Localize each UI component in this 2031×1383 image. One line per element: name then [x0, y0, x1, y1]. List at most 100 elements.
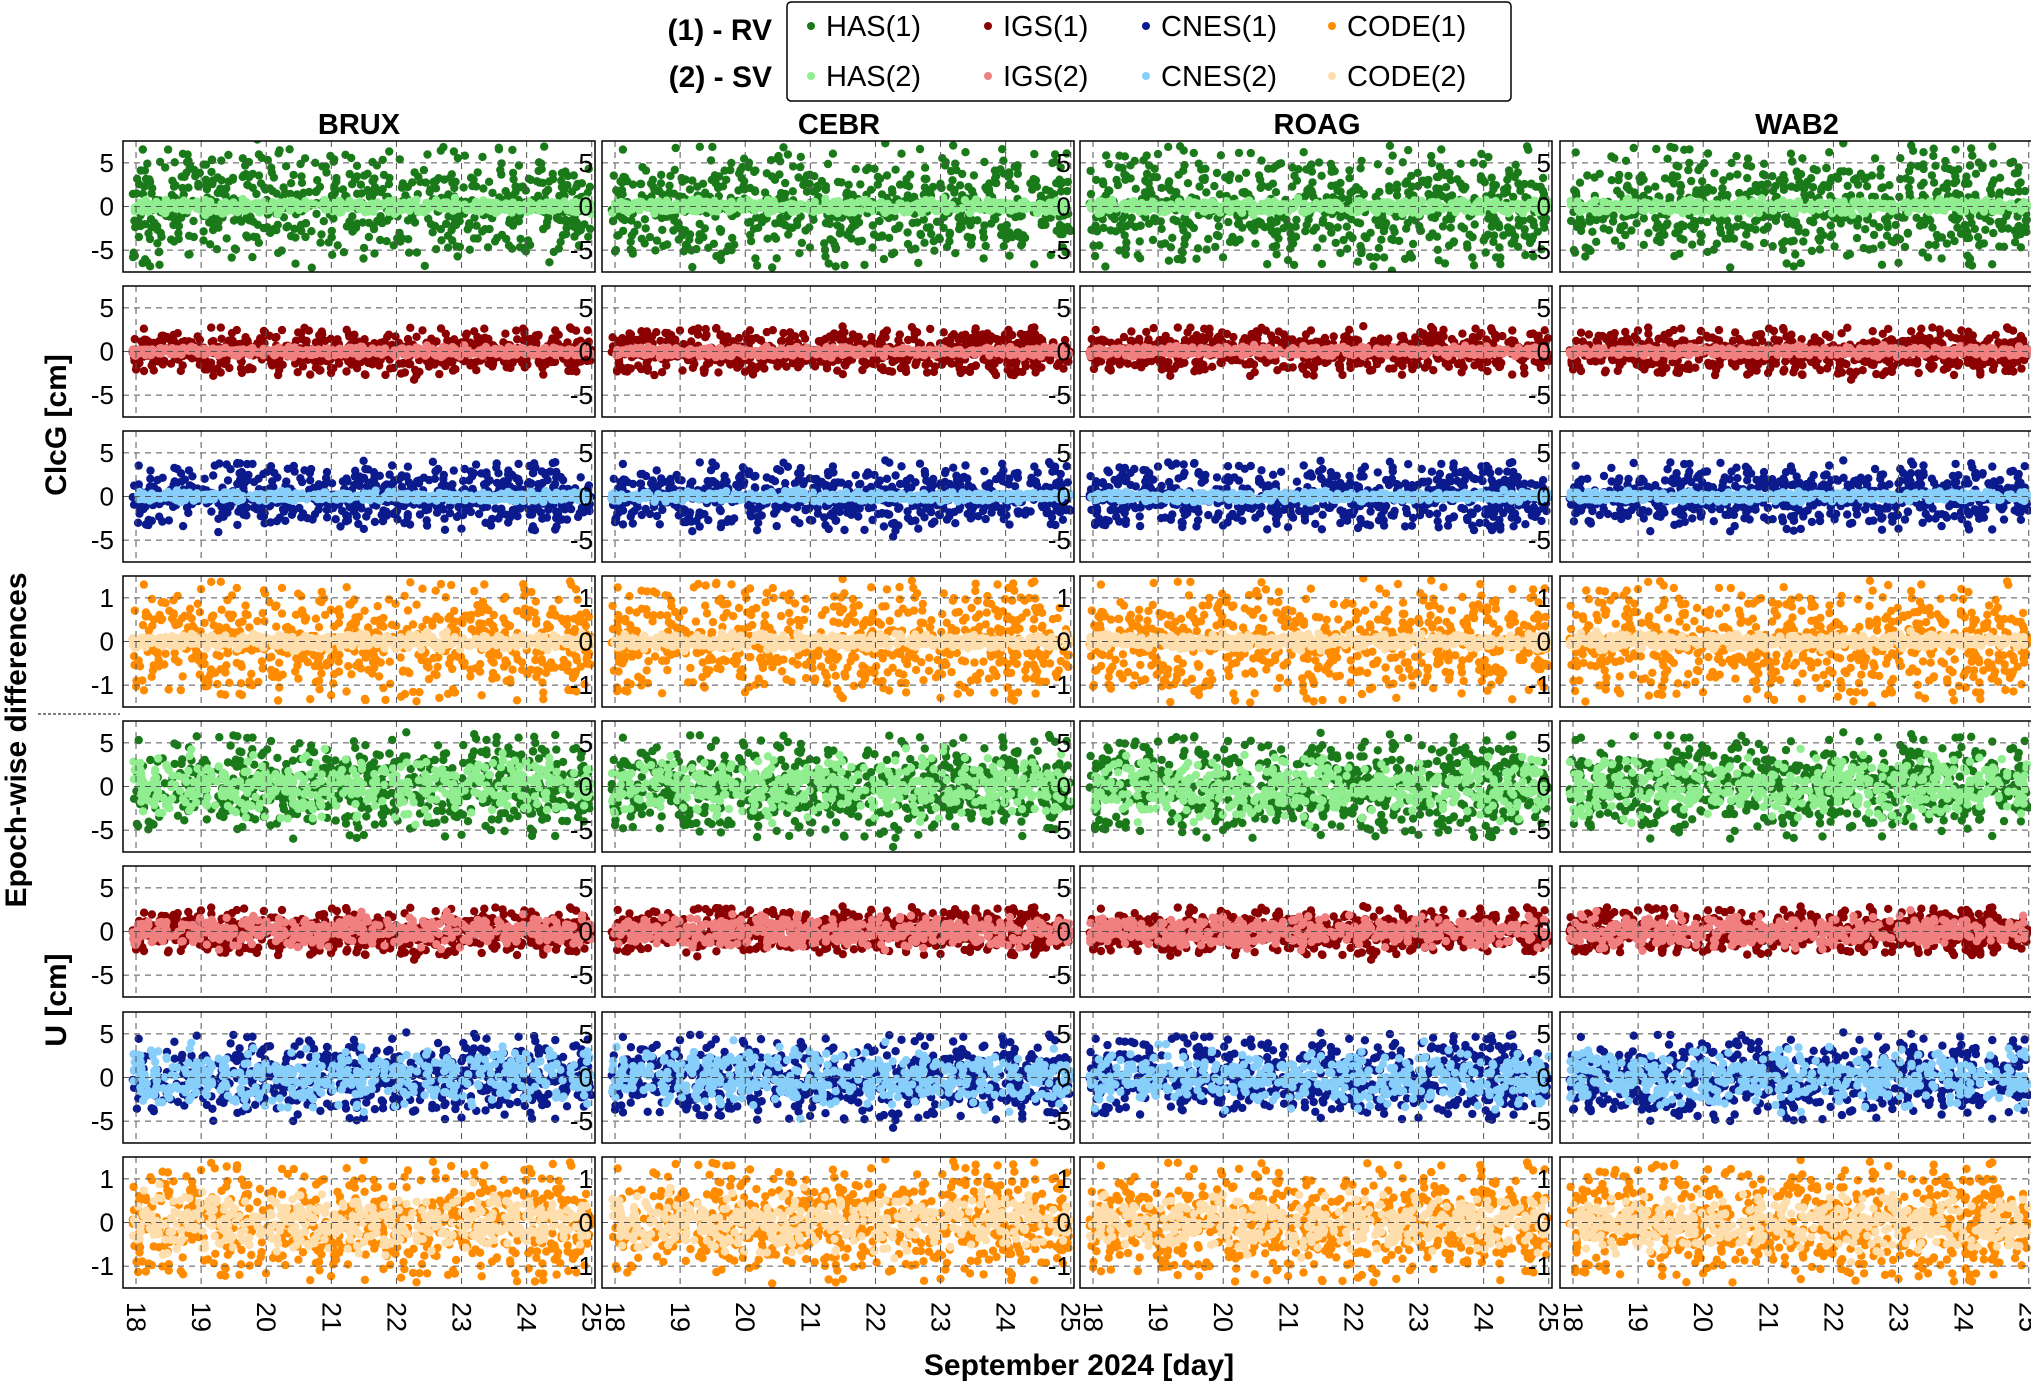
sv-point: [1851, 200, 1861, 210]
rv-point: [1588, 227, 1597, 236]
rv-point: [2013, 168, 2022, 178]
rv-point: [1505, 169, 1514, 179]
rv-point: [395, 155, 404, 164]
rv-point: [1862, 182, 1872, 191]
rv-point: [1852, 174, 1861, 183]
sv-point: [1695, 197, 1704, 207]
rv-point: [774, 151, 783, 161]
rv-point: [182, 157, 192, 167]
rv-point: [949, 141, 958, 150]
rv-point: [966, 240, 975, 249]
rv-point: [1357, 156, 1366, 166]
rv-point: [1995, 242, 2004, 251]
rv-point: [248, 183, 257, 192]
sv-point: [192, 204, 201, 213]
rv-point: [286, 231, 296, 241]
rv-point: [1115, 246, 1124, 255]
rv-point: [537, 159, 546, 168]
rv-point: [771, 234, 781, 243]
rv-point: [681, 240, 690, 250]
rv-point: [358, 218, 367, 227]
sv-point: [1333, 199, 1342, 208]
rv-point: [704, 243, 713, 252]
rv-point: [347, 180, 357, 189]
rv-point: [1048, 158, 1057, 168]
rv-point: [948, 176, 957, 185]
rv-point: [916, 230, 926, 240]
rv-point: [1698, 177, 1707, 186]
rv-point: [1861, 225, 1870, 234]
rv-point: [1487, 173, 1496, 182]
rv-point: [1274, 234, 1283, 243]
rv-point: [1098, 177, 1108, 186]
rv-point: [1179, 226, 1188, 235]
rv-point: [540, 142, 549, 151]
rv-point: [1621, 230, 1630, 240]
rv-point: [1931, 240, 1940, 250]
rv-point: [1302, 165, 1311, 174]
rv-point: [414, 172, 423, 181]
y-tick-label: -5: [1528, 235, 1551, 265]
rv-point: [1859, 243, 1868, 253]
rv-point: [145, 234, 155, 244]
rv-point: [1906, 161, 1916, 170]
ylabel-u: U [cm]: [40, 953, 73, 1046]
rv-point: [243, 233, 252, 242]
rv-point: [665, 181, 674, 190]
rv-point: [1290, 171, 1299, 181]
rv-point: [1703, 149, 1713, 158]
rv-point: [1529, 252, 1538, 261]
rv-point: [904, 182, 914, 191]
sv-point: [1508, 200, 1517, 209]
rv-point: [1759, 238, 1769, 248]
rv-point: [282, 223, 291, 232]
rv-point: [1687, 176, 1696, 186]
rv-point: [706, 156, 716, 165]
sv-point: [1306, 205, 1315, 214]
rv-point: [1796, 258, 1806, 268]
sv-point: [256, 204, 265, 213]
rv-point: [406, 323, 415, 332]
rv-point: [1758, 170, 1768, 179]
rv-point: [557, 176, 566, 185]
rv-point: [1211, 242, 1220, 252]
rv-point: [469, 234, 479, 243]
legend-marker-igs2: [984, 72, 992, 80]
rv-point: [914, 258, 923, 268]
rv-point: [229, 216, 239, 225]
rv-point: [410, 218, 420, 227]
rv-point: [1251, 239, 1260, 248]
rv-point: [1632, 219, 1641, 228]
rv-point: [1469, 158, 1479, 167]
rv-point: [1529, 217, 1538, 226]
rv-point: [516, 234, 525, 244]
rv-point: [545, 177, 554, 186]
rv-point: [389, 241, 398, 250]
scatter-points: [1566, 141, 2031, 272]
sv-point: [1519, 204, 1528, 214]
rv-point: [1468, 253, 1477, 262]
rv-point: [1942, 239, 1952, 248]
sv-point: [249, 202, 258, 211]
rv-point: [1525, 238, 1535, 248]
rv-point: [885, 233, 894, 243]
rv-point: [497, 159, 506, 168]
rv-point: [1197, 165, 1206, 174]
sv-point: [239, 202, 248, 211]
rv-point: [897, 149, 906, 158]
rv-point: [1651, 182, 1660, 191]
rv-point: [1489, 180, 1498, 189]
rv-point: [1174, 170, 1183, 179]
rv-point: [781, 178, 790, 188]
rv-point: [1538, 173, 1548, 183]
rv-point: [514, 161, 524, 170]
rv-point: [1423, 180, 1432, 189]
rv-point: [1385, 166, 1394, 176]
rv-point: [652, 236, 662, 245]
sv-point: [643, 203, 652, 212]
rv-point: [1374, 243, 1384, 253]
rv-point: [1812, 166, 1822, 175]
rv-point: [1839, 167, 1848, 176]
legend-marker-cnes1: [1142, 22, 1150, 30]
rv-point: [945, 229, 955, 238]
